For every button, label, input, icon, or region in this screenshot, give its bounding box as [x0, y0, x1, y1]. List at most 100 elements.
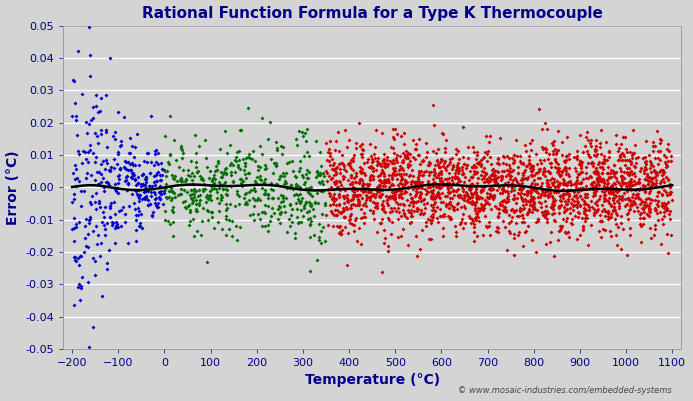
Point: [360, 203, 371, 209]
Point: [527, 237, 538, 243]
Point: [324, 152, 335, 159]
Point: [305, 221, 316, 228]
Point: [590, 208, 602, 215]
Point: [321, 170, 332, 176]
Point: [547, 181, 559, 188]
Point: [137, 171, 148, 177]
Point: [647, 179, 658, 186]
Point: [473, 194, 484, 200]
Point: [457, 184, 468, 190]
Point: [161, 194, 172, 200]
Point: [304, 185, 315, 191]
Point: [651, 172, 662, 178]
Point: [497, 160, 508, 166]
Point: [342, 196, 353, 203]
Point: [644, 206, 655, 212]
Point: [139, 188, 150, 195]
Point: [383, 243, 394, 249]
Point: [622, 171, 633, 177]
Point: [595, 151, 606, 158]
Point: [539, 198, 550, 204]
Point: [184, 207, 195, 213]
Point: [631, 159, 642, 166]
Point: [437, 225, 448, 232]
Point: [357, 150, 368, 157]
Point: [581, 207, 592, 213]
Point: [609, 195, 620, 201]
Point: [380, 177, 392, 183]
Point: [317, 223, 328, 230]
Point: [416, 190, 427, 196]
Point: [76, 91, 87, 97]
Point: [260, 190, 271, 196]
Point: [517, 197, 528, 204]
Point: [589, 168, 600, 175]
Point: [436, 178, 447, 185]
Point: [390, 187, 401, 194]
Point: [536, 200, 547, 207]
Point: [194, 186, 205, 193]
Point: [578, 176, 589, 182]
Point: [422, 148, 433, 155]
Point: [421, 168, 432, 175]
Point: [342, 176, 353, 183]
Point: [615, 182, 626, 188]
Point: [442, 183, 453, 190]
Point: [588, 169, 599, 176]
Point: [514, 180, 525, 187]
Point: [285, 223, 296, 229]
Point: [475, 187, 486, 194]
Point: [468, 199, 479, 206]
Point: [606, 167, 617, 173]
Point: [538, 192, 550, 198]
Point: [394, 184, 405, 191]
Point: [317, 178, 328, 184]
Point: [602, 215, 613, 222]
Point: [343, 160, 354, 166]
Point: [476, 206, 487, 213]
Point: [591, 176, 602, 182]
Point: [624, 207, 635, 214]
Point: [502, 198, 514, 204]
Point: [629, 187, 640, 194]
Point: [652, 148, 663, 154]
Point: [572, 204, 583, 211]
Point: [658, 213, 669, 219]
Point: [582, 201, 593, 208]
Point: [542, 182, 553, 189]
Point: [440, 167, 451, 174]
Point: [576, 186, 587, 192]
Point: [604, 189, 615, 195]
Point: [553, 203, 564, 209]
Point: [518, 160, 529, 166]
Point: [545, 204, 556, 210]
Point: [335, 209, 346, 215]
Point: [89, 130, 100, 136]
Point: [626, 158, 637, 165]
Point: [188, 233, 200, 239]
Point: [649, 167, 660, 174]
Point: [222, 205, 233, 211]
Point: [355, 168, 366, 174]
Point: [642, 202, 653, 208]
Point: [336, 152, 347, 158]
Point: [217, 170, 228, 177]
Point: [607, 168, 618, 175]
Point: [624, 225, 635, 232]
Point: [603, 180, 614, 186]
Point: [484, 154, 495, 160]
Point: [348, 183, 359, 190]
Point: [107, 219, 118, 225]
Point: [514, 153, 525, 159]
Point: [338, 214, 349, 220]
Point: [546, 175, 557, 181]
Point: [665, 189, 676, 196]
Point: [542, 156, 553, 162]
Point: [515, 185, 526, 192]
Point: [539, 145, 550, 152]
Point: [519, 169, 530, 175]
Point: [565, 186, 576, 193]
Point: [211, 167, 222, 174]
Point: [520, 229, 531, 236]
Point: [266, 180, 277, 186]
